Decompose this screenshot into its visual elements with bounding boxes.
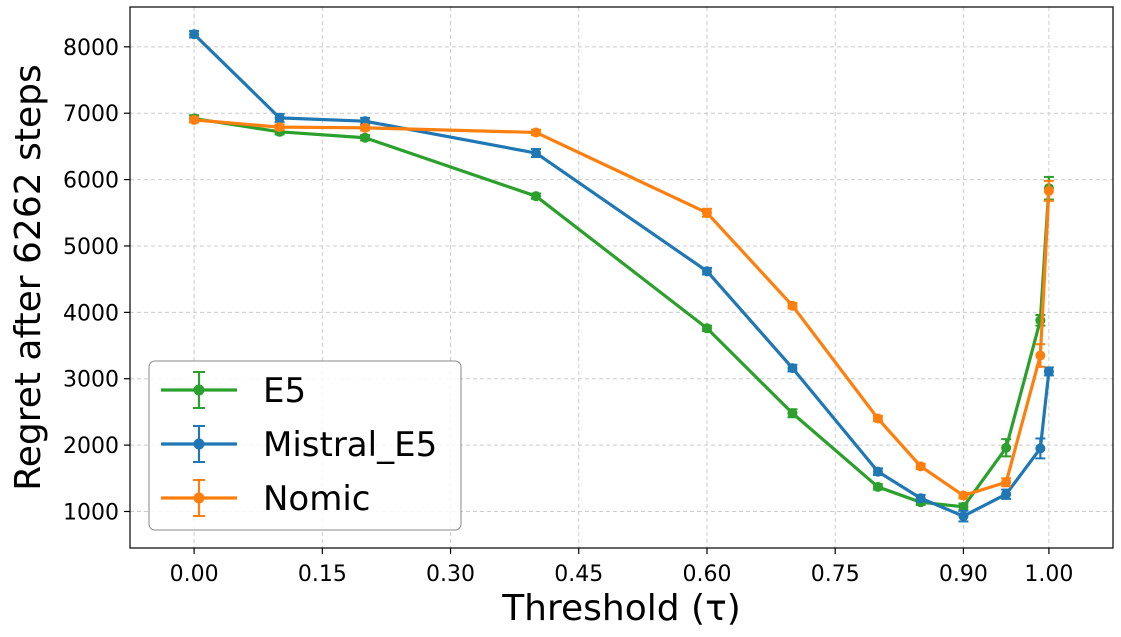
data-point — [360, 122, 371, 133]
data-point — [872, 466, 883, 477]
data-point — [531, 127, 542, 138]
legend-entry: E5 — [161, 371, 306, 411]
data-point — [531, 148, 542, 159]
y-tick-label: 6000 — [63, 169, 119, 194]
y-tick-label: 2000 — [63, 434, 119, 459]
data-point — [915, 493, 926, 504]
data-point — [1035, 350, 1046, 361]
legend-label: Mistral_E5 — [263, 425, 437, 465]
data-point — [1001, 489, 1012, 500]
data-point — [701, 323, 712, 334]
legend-marker — [193, 438, 205, 450]
y-tick-label: 7000 — [63, 102, 119, 127]
x-axis: 0.00 0.15 0.30 0.45 0.60 0.75 0.90 1.00 — [170, 548, 1073, 587]
y-tick-label: 3000 — [63, 368, 119, 393]
legend-marker — [193, 492, 205, 504]
data-point — [701, 207, 712, 218]
series-line — [192, 33, 1051, 518]
data-point — [1001, 442, 1012, 453]
legend-entry: Mistral_E5 — [161, 425, 437, 465]
plot-frame — [129, 6, 1114, 549]
data-point — [958, 501, 969, 512]
legend: E5 Mistral_E5 Nomic — [148, 360, 462, 531]
data-point — [1001, 477, 1012, 488]
x-tick-label: 0.15 — [298, 562, 347, 587]
data-point — [787, 408, 798, 419]
y-tick-label: 8000 — [63, 36, 119, 61]
y-axis-title: Regret after 6262 steps — [8, 64, 49, 490]
legend-entry: Nomic — [161, 479, 371, 519]
x-tick-label: 0.00 — [170, 562, 219, 587]
series-layer — [189, 29, 1054, 523]
data-point — [1035, 443, 1046, 454]
data-point — [1043, 185, 1054, 196]
legend-label: E5 — [263, 371, 306, 411]
data-point — [787, 363, 798, 374]
data-point — [958, 490, 969, 501]
y-axis: 1000 2000 3000 4000 5000 6000 7000 8000 — [63, 36, 130, 525]
x-tick-label: 0.30 — [426, 562, 475, 587]
y-tick-label: 5000 — [63, 235, 119, 260]
x-tick-label: 0.45 — [554, 562, 603, 587]
data-point — [701, 266, 712, 277]
series-nomic — [189, 114, 1054, 501]
x-tick-label: 0.90 — [939, 562, 988, 587]
data-point — [360, 132, 371, 143]
data-point — [872, 413, 883, 424]
data-point — [1043, 366, 1054, 377]
x-tick-label: 1.00 — [1024, 562, 1073, 587]
data-point — [531, 191, 542, 202]
x-axis-title: Threshold (τ) — [501, 588, 741, 629]
grid — [130, 7, 1113, 548]
data-point — [872, 481, 883, 492]
data-point — [915, 461, 926, 472]
data-point — [189, 114, 200, 125]
data-point — [189, 29, 200, 40]
y-tick-label: 1000 — [63, 500, 119, 525]
x-tick-label: 0.75 — [811, 562, 860, 587]
data-point — [958, 511, 969, 522]
series-line — [193, 116, 1051, 509]
series-mistral-e5 — [189, 29, 1054, 523]
x-tick-label: 0.60 — [682, 562, 731, 587]
series-line — [193, 118, 1051, 498]
y-tick-label: 4000 — [63, 301, 119, 326]
legend-label: Nomic — [263, 479, 371, 519]
data-point — [787, 300, 798, 311]
legend-marker — [193, 384, 205, 396]
data-point — [274, 112, 285, 123]
data-point — [274, 122, 285, 133]
legend-box — [148, 360, 462, 531]
